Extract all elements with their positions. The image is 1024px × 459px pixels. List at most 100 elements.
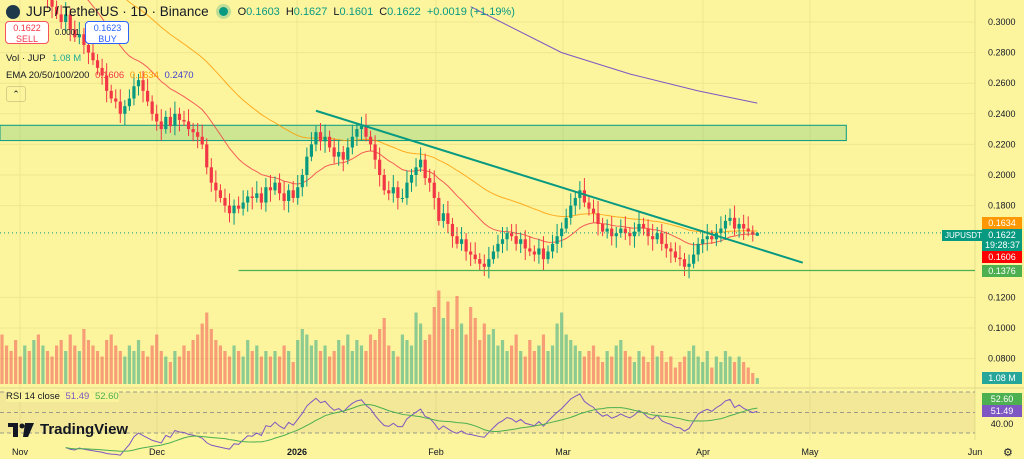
candle-body [282, 193, 286, 202]
candle-body [555, 236, 559, 244]
volume-bar [18, 356, 22, 384]
candle-body [168, 116, 172, 127]
candle-body [209, 167, 213, 183]
rsi-legend[interactable]: RSI 14 close 51.49 52.60 [6, 391, 119, 402]
volume-bar [710, 367, 714, 384]
price-tick-label: 0.3000 [988, 17, 1016, 27]
candle-body [341, 152, 345, 160]
symbol-title[interactable]: JUP / TetherUS · 1D · Binance [26, 4, 209, 19]
candle-body [537, 248, 541, 255]
tradingview-logo-icon [8, 422, 34, 437]
volume-bar [287, 351, 291, 384]
volume-bar [455, 296, 459, 384]
candle-body [146, 90, 150, 102]
volume-bar [91, 345, 95, 384]
candle-body [573, 197, 577, 206]
volume-bar [478, 340, 482, 384]
volume-bar [23, 345, 27, 384]
buy-button[interactable]: 0.1623 BUY [85, 21, 130, 44]
volume-bar [414, 312, 418, 384]
volume-bar [246, 340, 250, 384]
volume-bar [150, 345, 154, 384]
volume-bar [505, 351, 509, 384]
sell-button[interactable]: 0.1622 SELL [5, 21, 49, 44]
volume-bar [396, 356, 400, 384]
tradingview-logo[interactable]: TradingView [8, 421, 128, 438]
candle-body [587, 202, 591, 209]
candle-body [473, 254, 477, 260]
candle-body [491, 251, 495, 260]
settings-gear-icon[interactable]: ⚙ [1003, 447, 1013, 459]
candle-body [496, 243, 500, 252]
ohlc-values: O0.1603 H0.1627 L0.1601 C0.1622 +0.0019 … [237, 5, 515, 18]
volume-bar [409, 345, 414, 384]
chevron-up-icon[interactable]: ⌃ [6, 86, 26, 102]
candle-body [541, 248, 546, 260]
candle-body [719, 228, 723, 234]
volume-bar [196, 334, 200, 384]
volume-bar [400, 334, 404, 384]
volume-bar [500, 340, 505, 384]
volume-bar [250, 351, 254, 384]
price-tick-label: 0.2800 [988, 48, 1016, 58]
volume-bar [751, 373, 755, 384]
candle-body [378, 159, 382, 175]
candle-body [355, 129, 359, 137]
candle-body [118, 101, 122, 114]
volume-bar [45, 351, 50, 384]
volume-bar [555, 323, 559, 384]
volume-bar [55, 345, 59, 384]
volume-bar [364, 351, 368, 384]
candle-body [59, 14, 63, 22]
volume-bar [473, 318, 477, 384]
candle-body [214, 182, 218, 191]
spread-value: 0.0001 [55, 28, 80, 37]
candle-body [701, 239, 705, 244]
volume-bar [441, 318, 445, 384]
volume-bar [118, 351, 122, 384]
x-label-nov: Nov [11, 447, 29, 457]
volume-bar [669, 356, 673, 384]
candle-body [150, 101, 154, 114]
volume-bar [696, 356, 700, 384]
candle-body [446, 213, 450, 224]
volume-bar [268, 356, 273, 384]
volume-bar [50, 356, 54, 384]
candle-body [328, 136, 332, 148]
candle-body [105, 75, 109, 91]
volume-bar [623, 351, 627, 384]
candle-body [346, 147, 350, 160]
candle-body [64, 14, 68, 22]
volume-bar [428, 334, 432, 384]
candle-body [610, 228, 614, 237]
volume-bar [487, 334, 491, 384]
rsi-tag: 51.49 [982, 405, 1022, 417]
candle-body [132, 86, 136, 99]
volume-legend[interactable]: Vol · JUP 1.08 M [6, 53, 82, 64]
volume-bar [223, 351, 227, 384]
volume-bar [628, 356, 632, 384]
candle-body [459, 239, 464, 244]
volume-bar [450, 329, 455, 384]
candle-body [682, 259, 687, 267]
volume-bar [132, 351, 136, 384]
ema50-line [126, 0, 758, 233]
volume-bar [214, 340, 218, 384]
candle-body [186, 121, 191, 130]
close-value: 0.1622 [387, 5, 421, 18]
candle-body [323, 136, 327, 142]
candle-body [487, 259, 491, 267]
volume-bar [664, 362, 668, 384]
volume-bar [382, 318, 386, 384]
volume-bar [578, 351, 582, 384]
candle-body [564, 217, 568, 229]
volume-bar [723, 351, 728, 384]
volume-bar [68, 334, 72, 384]
candle-body [82, 34, 86, 45]
volume-bar [701, 362, 705, 384]
candle-body [250, 196, 254, 198]
ema-legend[interactable]: EMA 20/50/100/200 0.1606 0.1634 0.2470 [6, 70, 194, 81]
volume-bar [491, 329, 495, 384]
volume-bar [177, 356, 182, 384]
